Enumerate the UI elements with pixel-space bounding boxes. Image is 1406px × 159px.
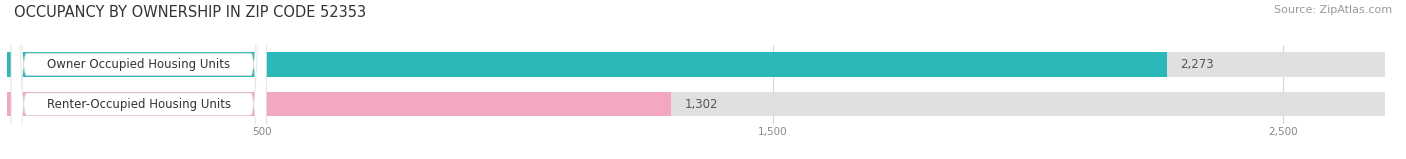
Bar [7, 52, 1385, 77]
Bar [7, 92, 672, 116]
FancyBboxPatch shape [11, 0, 266, 159]
Text: 2,273: 2,273 [1180, 58, 1213, 71]
Text: Renter-Occupied Housing Units: Renter-Occupied Housing Units [46, 98, 231, 111]
FancyBboxPatch shape [11, 0, 266, 159]
Text: 1,302: 1,302 [685, 98, 717, 111]
Text: OCCUPANCY BY OWNERSHIP IN ZIP CODE 52353: OCCUPANCY BY OWNERSHIP IN ZIP CODE 52353 [14, 5, 366, 20]
Text: Source: ZipAtlas.com: Source: ZipAtlas.com [1274, 5, 1392, 15]
Bar [7, 92, 1385, 116]
Text: Owner Occupied Housing Units: Owner Occupied Housing Units [48, 58, 231, 71]
Bar [7, 52, 1167, 77]
